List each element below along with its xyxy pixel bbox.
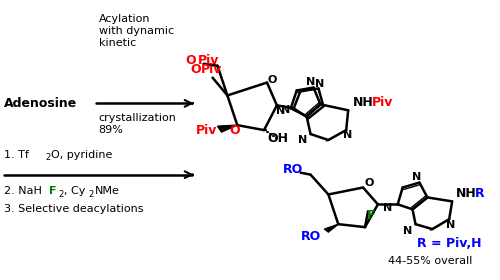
Text: N: N [276,106,285,116]
Text: RO: RO [300,230,321,242]
Text: N: N [314,79,324,88]
Text: 1. Tf: 1. Tf [4,150,28,160]
Text: 2: 2 [89,190,94,199]
Text: 44-55% overall: 44-55% overall [388,256,472,266]
Text: F: F [367,209,376,222]
Text: F: F [49,186,56,197]
Text: Adenosine: Adenosine [4,97,77,110]
Text: 2: 2 [58,190,64,199]
Text: R: R [475,187,484,200]
Text: Piv: Piv [372,96,394,109]
Text: 2: 2 [45,153,51,162]
Text: N: N [383,203,392,213]
Text: with dynamic: with dynamic [98,26,174,36]
Text: O: O [230,123,240,137]
Text: O: O [364,178,374,188]
Text: N: N [403,226,412,236]
Text: O: O [268,74,278,85]
Text: N: N [412,172,421,182]
Text: OH: OH [267,132,288,144]
Text: O: O [186,54,196,67]
Text: crystallization: crystallization [98,113,176,123]
Text: Acylation: Acylation [98,14,150,24]
Text: 3. Selective deacylations: 3. Selective deacylations [4,204,143,214]
Text: N: N [298,135,308,145]
Text: N: N [281,105,290,115]
Polygon shape [324,224,338,232]
Text: kinetic: kinetic [98,38,136,48]
Text: , Cy: , Cy [64,186,86,197]
Text: NH: NH [456,187,477,200]
Text: Piv: Piv [198,54,219,67]
Text: RO: RO [283,163,303,176]
Text: N: N [306,77,315,87]
Text: O: O [191,63,202,76]
Text: N: N [446,220,455,230]
Text: N: N [342,130,352,140]
Text: NH: NH [353,96,374,109]
Text: Piv: Piv [200,63,222,76]
Text: 2. NaH: 2. NaH [4,186,42,197]
Text: O, pyridine: O, pyridine [51,150,112,160]
Polygon shape [218,125,238,132]
Text: Piv: Piv [196,123,217,137]
Text: 89%: 89% [98,125,124,135]
Text: R = Piv,H: R = Piv,H [418,237,482,250]
Text: NMe: NMe [94,186,120,197]
